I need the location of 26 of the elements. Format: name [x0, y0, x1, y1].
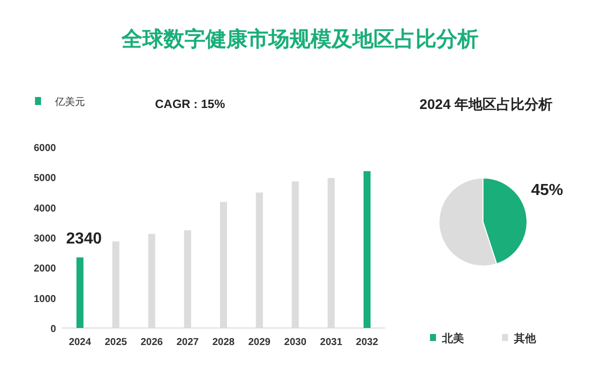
- x-tick-label: 2026: [140, 337, 164, 348]
- x-tick-label: 2030: [284, 337, 307, 348]
- text: CAGR : 15%: [155, 97, 226, 111]
- x-tick-label: 2032: [356, 337, 379, 348]
- x-tick-label: 2024: [68, 337, 92, 348]
- chart-title: 2024 年地区占比分析: [419, 96, 553, 112]
- chart-title: 全球数字健康市场规模及地区占比分析: [120, 27, 478, 51]
- x-tick-label: 2028: [212, 337, 236, 348]
- y-tick-label: 1000: [34, 294, 56, 305]
- x-tick-label: 2025: [104, 337, 128, 348]
- legend-label: 北美: [441, 332, 464, 345]
- bar: [364, 171, 371, 328]
- y-tick-label: 6000: [34, 143, 56, 154]
- y-tick-label: 2000: [34, 264, 56, 275]
- x-tick-label: 2031: [320, 337, 343, 348]
- x-tick-label: 2029: [248, 337, 271, 348]
- legend-label: 亿美元: [54, 96, 85, 108]
- y-tick-label: 5000: [34, 173, 56, 184]
- data-label: 45%: [531, 182, 564, 200]
- y-tick-label: 4000: [34, 203, 56, 214]
- x-tick-label: 2027: [176, 337, 200, 348]
- y-tick-label: 0: [50, 324, 56, 335]
- y-tick-label: 3000: [34, 234, 56, 244]
- bar: [76, 257, 84, 328]
- legend-label: 其他: [513, 332, 537, 345]
- data-label: 2340: [66, 230, 102, 248]
